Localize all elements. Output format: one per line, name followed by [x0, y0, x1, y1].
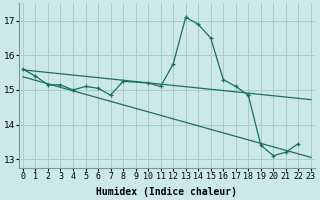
X-axis label: Humidex (Indice chaleur): Humidex (Indice chaleur) — [96, 186, 237, 197]
